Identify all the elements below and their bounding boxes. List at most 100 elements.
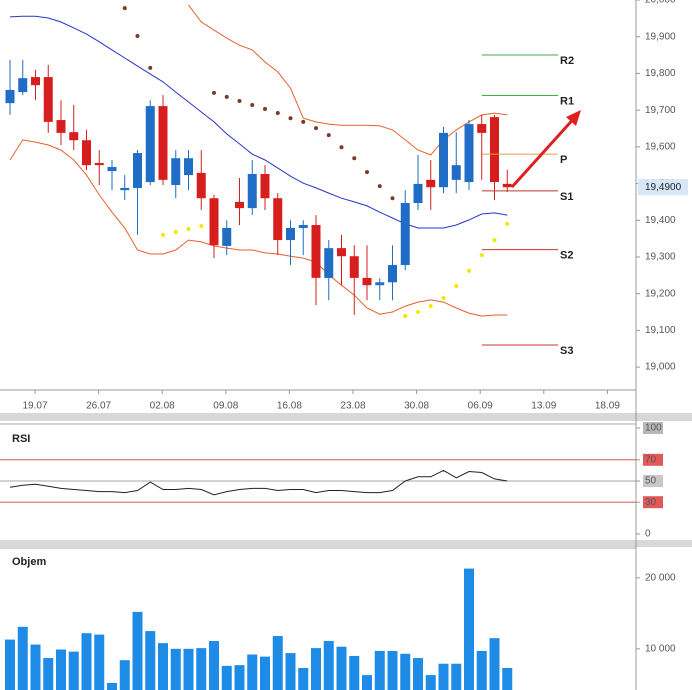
volume-bar [30,644,41,690]
tick-label-bg [643,453,663,466]
volume-bar [374,650,385,690]
x-tick-label: 06.09 [468,401,493,412]
volume-bar [298,667,309,690]
candle-body [145,106,155,183]
arrow [510,113,579,189]
volume-bar [413,658,423,690]
tick-label-bg [643,474,663,487]
volume-bar [323,641,334,690]
x-tick-label: 26.07 [86,401,111,412]
sar-dot [352,156,357,161]
y-tick-label: 19,200 [645,288,676,299]
candle-body [18,78,28,93]
candle-body [196,172,206,199]
volume-bar [260,656,270,690]
candle-body [298,225,308,228]
x-tick-label: 13.09 [531,401,556,412]
candle-body [209,198,219,246]
sar-dot [314,126,318,131]
sar-dot [263,107,267,112]
y-tick-label: 19,800 [645,68,676,79]
sar-dot [390,196,395,201]
sar-dot [135,33,140,38]
sar-dot [326,133,331,138]
volume-bar [476,650,487,690]
candle-body [400,202,410,266]
y-tick-label: 70 [645,454,657,465]
sar-dot [428,304,433,309]
volume-bar [400,653,411,690]
volume-bar [94,634,105,690]
last-price-label: 19,4900 [645,182,682,193]
rsi-line [9,469,508,496]
panel-title: RSI [12,433,30,445]
candle-body [94,162,104,166]
candle-body [375,282,385,286]
volume-bar [145,631,156,690]
y-tick-label: 19,600 [645,141,676,152]
sar-dot [365,170,369,175]
tick-label-bg [643,496,663,509]
candle-body [413,183,423,203]
sar-dot [454,283,459,288]
sar-dot [301,119,306,124]
volume-bar [196,648,207,690]
indicator-line [188,4,508,156]
pivot-label: S2 [560,250,573,262]
volume-bar [387,650,398,690]
volume-bar [107,682,117,690]
sar-dot [441,296,446,301]
y-tick-label: 10 000 [645,643,676,654]
volume-bar [43,658,54,690]
volume-bar [451,663,462,690]
pivot-label: S3 [560,345,573,357]
candle-body [82,140,91,166]
volume-bar [158,643,168,690]
y-tick-label: 20,000 [645,0,676,6]
sar-dot [505,221,510,226]
sar-dot [275,111,280,116]
volume-bar [425,675,436,690]
volume-bar [56,649,66,690]
volume-bar [336,646,347,690]
candle-body [184,158,193,176]
y-tick-label: 30 [645,497,657,508]
sar-dot [122,6,127,11]
candle-body [247,173,257,209]
arrow-head [566,110,581,126]
x-tick-label: 09.08 [213,401,238,412]
sar-dot [339,145,344,150]
sar-dot [199,224,204,229]
candle-body [69,132,79,141]
volume-bar [234,665,245,690]
price-panel [5,4,558,346]
volume-bar [362,675,372,690]
candle-body [5,89,15,104]
candle-body [107,167,117,172]
pivot-label: R2 [560,55,574,67]
sar-dot [212,90,216,95]
y-tick-label: 19,900 [645,31,676,42]
sar-dot [173,229,178,234]
volume-bar [209,641,219,690]
sar-dot [224,94,229,99]
x-tick-label: 19.07 [22,401,47,412]
candle-body [439,132,448,188]
candle-body [388,265,397,283]
y-tick-label: 100 [645,423,662,434]
x-tick-label: 30.08 [404,401,429,412]
candle-body [286,227,295,241]
candle-body [120,187,130,191]
volume-bar [247,654,258,690]
panel-title: Objem [12,556,46,568]
x-tick-label: 23.08 [340,401,365,412]
y-tick-label: 19,700 [645,105,676,116]
x-tick-label: 02.08 [150,401,175,412]
candle-body [477,124,487,133]
volume-bar [68,651,79,690]
sar-dot [416,310,420,315]
sar-dot [403,314,408,319]
candle-body [362,277,372,286]
candle-body [235,201,244,209]
